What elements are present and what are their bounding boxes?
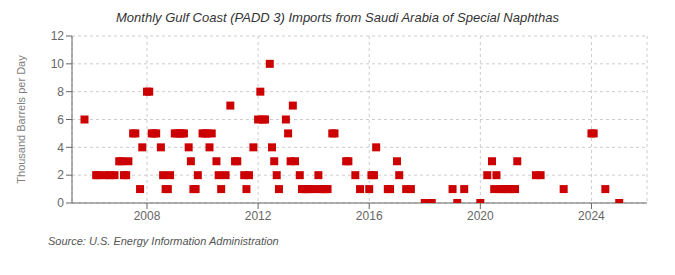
svg-text:2016: 2016 [356, 209, 383, 223]
svg-text:0: 0 [57, 196, 64, 210]
svg-text:2020: 2020 [467, 209, 494, 223]
html-text:Monthly Gulf Coast (PADD 3) Im: Monthly Gulf Coast (PADD 3) Imports from… [116, 10, 559, 25]
svg-text:8: 8 [57, 85, 64, 99]
svg-text:12: 12 [51, 29, 65, 43]
svg-text:6: 6 [57, 113, 64, 127]
svg-text:2: 2 [57, 168, 64, 182]
svg-text:Thousand Barrels per Day: Thousand Barrels per Day [15, 55, 27, 184]
html-text:Source: U.S. Energy Informatio: Source: U.S. Energy Information Administ… [48, 235, 279, 247]
svg-text:2024: 2024 [578, 209, 605, 223]
svg-text:10: 10 [51, 57, 65, 71]
svg-text:2012: 2012 [245, 209, 272, 223]
svg-text:4: 4 [57, 141, 64, 155]
svg-text:2008: 2008 [134, 209, 161, 223]
